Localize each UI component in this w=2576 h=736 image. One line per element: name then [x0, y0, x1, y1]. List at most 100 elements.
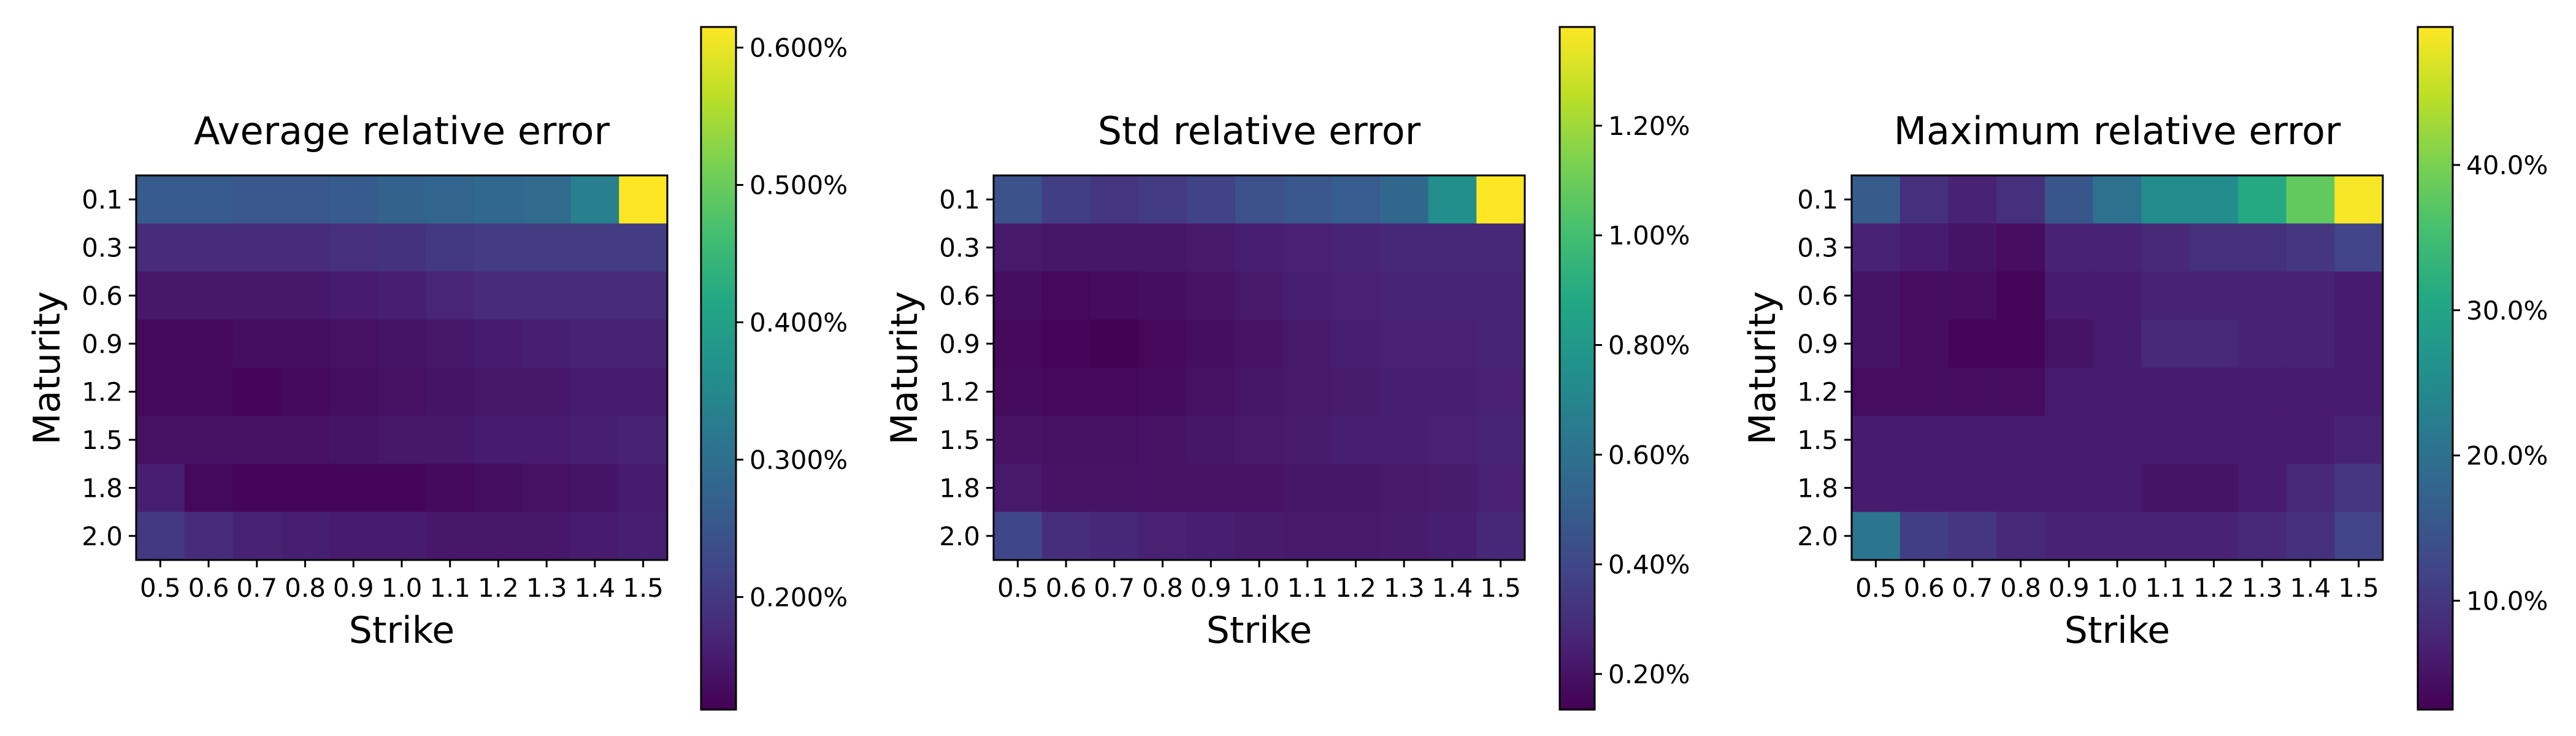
heatmap-cell [281, 223, 330, 272]
heatmap-cell [1138, 512, 1187, 561]
heatmap-cell [329, 271, 378, 320]
heatmap-cell [136, 271, 185, 320]
x-tick-label: 0.9 [2049, 573, 2090, 603]
heatmap-cell [994, 512, 1043, 561]
heatmap-cell [1476, 320, 1525, 369]
y-tick-label: 2.0 [82, 521, 123, 551]
x-tick-label: 1.1 [2145, 573, 2186, 603]
heatmap-cell [1379, 223, 1429, 272]
y-tick-label: 0.1 [1797, 185, 1838, 215]
heatmap-cell [2190, 512, 2239, 561]
heatmap-cell [1428, 464, 1477, 513]
heatmap-cell [2190, 175, 2239, 224]
heatmap-cell [2190, 367, 2239, 416]
heatmap-cell [994, 367, 1043, 416]
heatmap-cell [1041, 512, 1091, 561]
heatmap-cell [232, 464, 282, 513]
y-tick-label: 0.6 [939, 281, 980, 311]
colorbar-tick-label: 1.00% [1608, 221, 1690, 251]
y-tick-label: 0.1 [939, 185, 980, 215]
heatmap-cell [136, 367, 185, 416]
heatmap-cell [619, 175, 668, 224]
y-axis-ticks: 0.1 0.3 0.6 0.9 1.2 1.5 1.8 2.0 [939, 185, 994, 551]
heatmap-cell [1476, 464, 1525, 513]
heatmap-cell [474, 175, 523, 224]
x-tick-label: 1.3 [1384, 573, 1425, 603]
heatmap-cell [1235, 175, 1284, 224]
colorbar-tick-label: 0.20% [1608, 659, 1690, 689]
heatmap-cell [377, 512, 426, 561]
heatmap-cell [1186, 367, 1236, 416]
heatmap-cells [136, 175, 668, 561]
heatmap-cell [2141, 271, 2190, 320]
heatmap-cell [377, 320, 426, 369]
heatmap-cell [1476, 271, 1525, 320]
y-tick-label: 0.9 [939, 329, 980, 359]
colorbar-tick-label: 0.500% [749, 171, 848, 201]
heatmap-cell [2286, 271, 2335, 320]
heatmap-cell [2044, 271, 2094, 320]
heatmap-cell [1283, 223, 1332, 272]
heatmap-cell [2286, 320, 2335, 369]
heatmap-cell [2190, 464, 2239, 513]
x-tick-label: 0.6 [1046, 573, 1087, 603]
heatmap-cell [2093, 367, 2142, 416]
heatmap-cell [1428, 367, 1477, 416]
x-tick-label: 1.1 [1287, 573, 1328, 603]
heatmap-cell [1852, 367, 1901, 416]
heatmap-cell [1235, 320, 1284, 369]
chart-title: Std relative error [1098, 109, 1421, 153]
x-tick-label: 0.7 [236, 573, 277, 603]
colorbar [700, 26, 737, 711]
heatmap-cell [1186, 464, 1236, 513]
heatmap-cell [1948, 512, 1997, 561]
heatmap-cell [1996, 223, 2045, 272]
heatmap-cell [2044, 415, 2094, 464]
heatmap-cell [474, 223, 523, 272]
heatmap-cell [426, 271, 475, 320]
heatmap-cell [2190, 271, 2239, 320]
heatmap-cell [1235, 415, 1284, 464]
heatmap-cell [1379, 175, 1429, 224]
heatmap-cell [1899, 464, 1949, 513]
heatmap-cell [329, 512, 378, 561]
heatmap-cell [1090, 175, 1139, 224]
heatmap-cell [2141, 320, 2190, 369]
heatmap-cell [281, 320, 330, 369]
y-tick-label: 1.8 [82, 473, 123, 503]
y-axis-label: Maturity [26, 291, 69, 445]
y-tick-label: 1.5 [939, 425, 980, 455]
heatmap-cell [1428, 223, 1477, 272]
heatmap-cell [232, 271, 282, 320]
heatmap-cell [1186, 512, 1236, 561]
x-tick-label: 1.5 [1480, 573, 1521, 603]
heatmap-cell [1852, 223, 1901, 272]
heatmap-cell [1283, 415, 1332, 464]
heatmap-cell [1041, 175, 1091, 224]
heatmap-cell [1041, 223, 1091, 272]
y-tick-label: 2.0 [939, 521, 980, 551]
heatmap-cell [570, 223, 619, 272]
heatmap-cell [1428, 271, 1477, 320]
heatmap-cell [426, 367, 475, 416]
heatmap-cell [2093, 464, 2142, 513]
heatmap-cell [1332, 175, 1381, 224]
heatmap-cell [2237, 271, 2287, 320]
heatmap-cell [1899, 175, 1949, 224]
x-tick-label: 0.9 [1190, 573, 1232, 603]
heatmap-cells [1852, 175, 2383, 561]
heatmap-cell [2334, 367, 2383, 416]
heatmap-cell [2334, 223, 2383, 272]
heatmap-cell [1996, 320, 2045, 369]
x-tick-label: 1.2 [2193, 573, 2234, 603]
heatmap-cell [1899, 223, 1949, 272]
heatmap-cell [522, 175, 572, 224]
heatmap-cell [619, 367, 668, 416]
heatmap-cell [522, 367, 572, 416]
heatmap-cell [329, 223, 378, 272]
heatmap-cell [377, 367, 426, 416]
panel-maximum-relative-error: Maximum relative error 0.5 0.6 0.7 0.8 0.9 1.… [1741, 26, 2548, 711]
x-tick-label: 0.6 [1904, 573, 1945, 603]
heatmap-cell [377, 175, 426, 224]
heatmap-cell [232, 223, 282, 272]
